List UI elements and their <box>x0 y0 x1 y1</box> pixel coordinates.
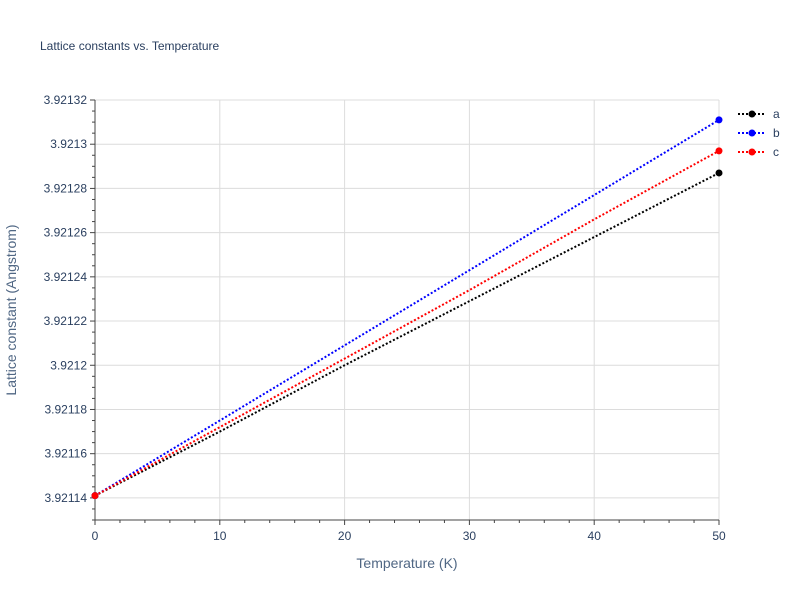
x-tick-label: 40 <box>588 529 602 543</box>
y-tick-label: 3.92118 <box>45 402 88 416</box>
data-series <box>91 116 723 500</box>
grid-lines <box>95 99 720 520</box>
x-tick-label: 10 <box>213 529 227 543</box>
series-c-point <box>715 147 723 155</box>
y-axis-title: Lattice constant (Angstrom) <box>3 224 19 395</box>
series-b-line <box>94 119 720 497</box>
x-tick-label: 50 <box>712 529 726 543</box>
y-tick-label: 3.92114 <box>45 491 88 505</box>
x-tick-label: 0 <box>92 529 99 543</box>
legend-b-marker[interactable] <box>748 129 756 137</box>
legend-b-label[interactable]: b <box>773 126 780 140</box>
y-tick-label: 3.92116 <box>45 447 88 461</box>
legend-a-marker[interactable] <box>748 110 756 118</box>
x-axis-title: Temperature (K) <box>356 555 457 571</box>
y-tick-label: 3.92132 <box>44 93 88 107</box>
chart-title: Lattice constants vs. Temperature <box>40 39 220 53</box>
y-tick-label: 3.9212 <box>50 358 87 372</box>
y-tick-label: 3.92126 <box>44 226 88 240</box>
series-c-line <box>94 149 720 497</box>
series-a-line <box>94 172 720 497</box>
axes: 0 10 20 30 40 50 3.92114 3.92116 3.92118 3.9212 3.… <box>44 93 726 543</box>
series-b-point <box>715 116 723 124</box>
legend-c-marker[interactable] <box>748 148 756 156</box>
series-c-point <box>91 492 99 500</box>
series-a-point <box>715 169 723 177</box>
legend-a-label[interactable]: a <box>773 107 780 121</box>
legend[interactable]: abc <box>738 107 780 159</box>
y-tick-label: 3.9213 <box>50 137 87 151</box>
y-tick-label: 3.92128 <box>44 181 88 195</box>
x-tick-label: 30 <box>463 529 477 543</box>
y-tick-label: 3.92124 <box>44 270 88 284</box>
legend-c-label[interactable]: c <box>773 145 779 159</box>
y-tick-label: 3.92122 <box>44 314 88 328</box>
x-tick-label: 20 <box>338 529 352 543</box>
